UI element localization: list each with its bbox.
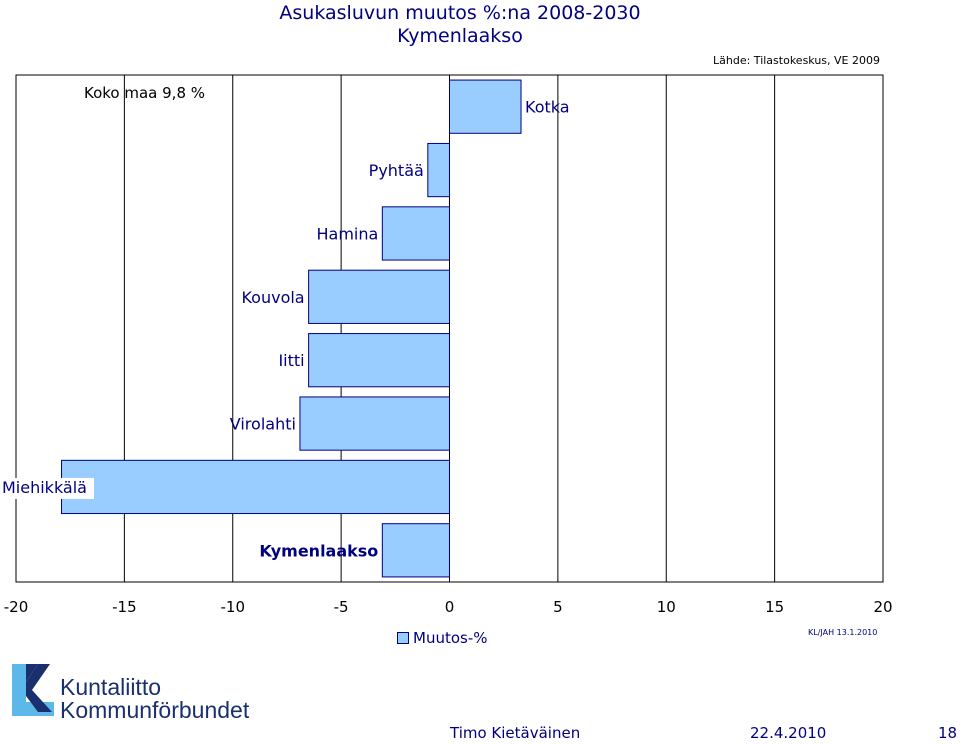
bar-label: Kymenlaakso (259, 541, 378, 560)
tick-label: 20 (873, 598, 892, 616)
kuntaliitto-logo: Kuntaliitto Kommunförbundet (8, 662, 258, 722)
source-note: Lähde: Tilastokeskus, VE 2009 (713, 54, 880, 67)
logo-line1: Kuntaliitto (60, 674, 162, 700)
bar-label: Hamina (316, 224, 378, 243)
footer-page-number: 18 (938, 724, 958, 742)
bar-virolahti (299, 396, 450, 451)
tick-label: 10 (657, 598, 676, 616)
tick-label: 15 (765, 598, 784, 616)
bar-label: Iitti (278, 351, 304, 370)
bar-miehikkälä (61, 459, 451, 515)
footer-author: Timo Kietäväinen (450, 724, 581, 742)
bar-label: Kouvola (241, 288, 304, 307)
tick-label: -5 (334, 598, 349, 616)
bar-iitti (308, 333, 450, 388)
bar-label: Miehikkälä (2, 478, 87, 497)
chart-title-line1: Asukasluvun muutos %:na 2008-2030 (279, 2, 641, 24)
bar-label: Kotka (525, 98, 570, 117)
bar-label: Pyhtää (369, 161, 424, 180)
bar-hamina (381, 206, 450, 261)
legend-swatch (397, 632, 409, 644)
plot-frame (15, 74, 884, 583)
bar-kotka (449, 79, 522, 134)
label-background (0, 477, 94, 499)
legend-label: Muutos-% (413, 629, 488, 647)
bar-kouvola (308, 269, 450, 324)
tick-label: 5 (553, 598, 563, 616)
tick-label: -15 (112, 598, 137, 616)
logo-line2: Kommunförbundet (60, 697, 250, 723)
bar-chart: Kotka Pyhtää Hamina Kouvola Iitti Virolahti Mi… (0, 74, 893, 616)
tick-label: 0 (445, 598, 455, 616)
chart-title-line2: Kymenlaakso (397, 25, 523, 47)
legend: Muutos-% (397, 629, 488, 647)
reference-label: Koko maa 9,8 % (84, 84, 205, 102)
bar-pyhtää (427, 142, 451, 198)
tick-label: -10 (221, 598, 246, 616)
chart-title: Asukasluvun muutos %:na 2008-2030 Kymenl… (200, 2, 720, 48)
bar-kymenlaakso (381, 523, 450, 578)
logo-mark-icon (12, 664, 54, 716)
footer-date: 22.4.2010 (750, 724, 827, 742)
tick-label: -20 (4, 598, 29, 616)
author-stamp: KL/JAH 13.1.2010 (808, 628, 878, 637)
bar-label: Virolahti (230, 415, 296, 434)
